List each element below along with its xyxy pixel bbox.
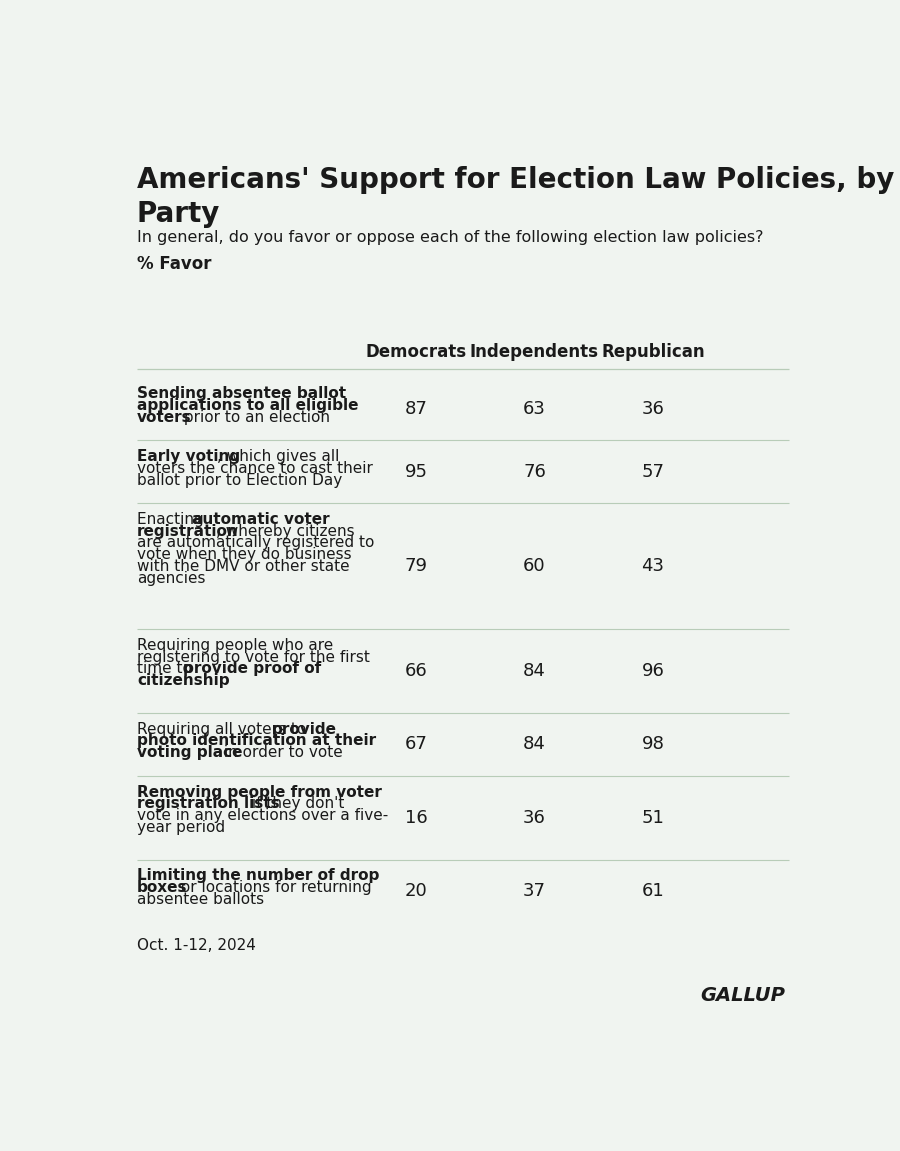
Text: Limiting the number of drop: Limiting the number of drop [137,869,379,884]
Text: 79: 79 [404,557,428,576]
Text: voting place: voting place [137,745,242,760]
Text: Independents: Independents [470,343,599,361]
Text: Requiring all voters to: Requiring all voters to [137,722,311,737]
Text: 20: 20 [404,882,428,900]
Text: Requiring people who are: Requiring people who are [137,638,333,653]
Text: photo identification at their: photo identification at their [137,733,376,748]
Text: 61: 61 [642,882,664,900]
Text: provide proof of: provide proof of [184,661,321,677]
Text: automatic voter: automatic voter [193,512,330,527]
Text: registering to vote for the first: registering to vote for the first [137,649,370,664]
Text: year period: year period [137,820,225,834]
Text: 96: 96 [642,662,664,680]
Text: prior to an election: prior to an election [179,410,330,425]
Text: vote in any elections over a five-: vote in any elections over a five- [137,808,388,823]
Text: Early voting: Early voting [137,449,240,464]
Text: if they don't: if they don't [248,796,345,811]
Text: 57: 57 [642,463,664,481]
Text: registration: registration [137,524,238,539]
Text: % Favor: % Favor [137,256,211,273]
Text: 36: 36 [523,809,546,826]
Text: Removing people from voter: Removing people from voter [137,785,382,800]
Text: Democrats: Democrats [365,343,466,361]
Text: 66: 66 [404,662,428,680]
Text: are automatically registered to: are automatically registered to [137,535,374,550]
Text: with the DMV or other state: with the DMV or other state [137,559,349,574]
Text: 84: 84 [523,735,546,753]
Text: , which gives all: , which gives all [217,449,339,464]
Text: citizenship: citizenship [137,673,230,688]
Text: 76: 76 [523,463,546,481]
Text: 16: 16 [404,809,428,826]
Text: ballot prior to Election Day: ballot prior to Election Day [137,473,342,488]
Text: 60: 60 [523,557,545,576]
Text: applications to all eligible: applications to all eligible [137,398,358,413]
Text: 51: 51 [642,809,664,826]
Text: time to: time to [137,661,197,677]
Text: , whereby citizens: , whereby citizens [216,524,355,539]
Text: In general, do you favor or oppose each of the following election law policies?: In general, do you favor or oppose each … [137,230,763,245]
Text: 67: 67 [404,735,428,753]
Text: GALLUP: GALLUP [701,986,786,1005]
Text: 95: 95 [404,463,428,481]
Text: registration lists: registration lists [137,796,280,811]
Text: voters the chance to cast their: voters the chance to cast their [137,460,373,475]
Text: provide: provide [272,722,337,737]
Text: Enacting: Enacting [137,512,209,527]
Text: Sending absentee ballot: Sending absentee ballot [137,387,346,402]
Text: or locations for returning: or locations for returning [176,881,372,895]
Text: 37: 37 [523,882,546,900]
Text: voters: voters [137,410,192,425]
Text: Republican: Republican [601,343,705,361]
Text: 98: 98 [642,735,664,753]
Text: boxes: boxes [137,881,187,895]
Text: 84: 84 [523,662,546,680]
Text: absentee ballots: absentee ballots [137,892,264,907]
Text: vote when they do business: vote when they do business [137,547,352,562]
Text: Oct. 1-12, 2024: Oct. 1-12, 2024 [137,938,256,953]
Text: Americans' Support for Election Law Policies, by Political
Party: Americans' Support for Election Law Poli… [137,167,900,228]
Text: 36: 36 [642,399,664,418]
Text: 43: 43 [642,557,664,576]
Text: agencies: agencies [137,571,205,586]
Text: 87: 87 [404,399,428,418]
Text: in order to vote: in order to vote [219,745,342,760]
Text: 63: 63 [523,399,546,418]
